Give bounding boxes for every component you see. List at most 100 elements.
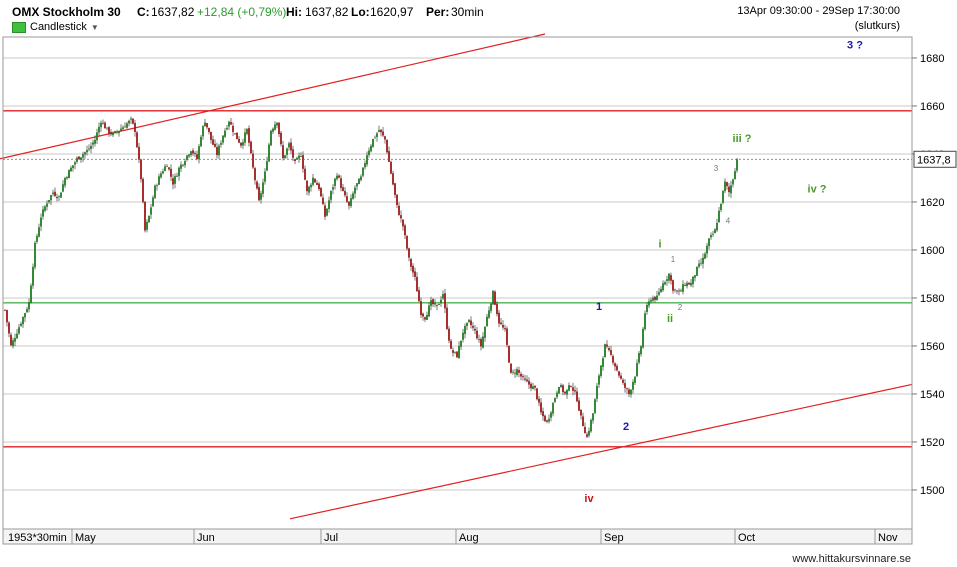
candle-body	[234, 133, 236, 135]
x-tick-label: Jul	[324, 532, 338, 544]
close-value: 1637,82	[151, 5, 195, 19]
candle-body	[680, 290, 682, 292]
candle-body	[282, 145, 284, 159]
wave-annotation: iv	[584, 493, 594, 505]
candle-body	[390, 161, 392, 174]
candle-body	[200, 136, 202, 147]
candle-body	[330, 190, 332, 200]
candle-body	[642, 328, 644, 348]
candle-body	[218, 145, 220, 156]
candle-body	[302, 155, 304, 169]
source-footer[interactable]: www.hittakursvinnare.se	[792, 553, 911, 565]
candle-body	[240, 142, 242, 146]
candle-body	[224, 130, 226, 137]
candle-body	[650, 300, 652, 302]
candle-body	[28, 302, 30, 310]
candle-body	[388, 151, 390, 162]
candle-body	[14, 338, 16, 342]
candle-body	[270, 130, 272, 146]
candle-body	[696, 266, 698, 276]
candle-body	[588, 430, 590, 436]
candle-body	[688, 282, 690, 285]
candle-body	[658, 292, 660, 295]
candle-body	[612, 356, 614, 363]
candle-body	[266, 161, 268, 171]
instrument-title: OMX Stockholm 30	[12, 5, 121, 19]
candle-body	[208, 127, 210, 133]
candle-body	[264, 171, 266, 182]
candle-body	[304, 168, 306, 180]
candle-body	[632, 381, 634, 390]
low-value: 1620,97	[370, 5, 414, 19]
candle-body	[324, 205, 326, 217]
candle-body	[296, 157, 298, 160]
high-label: Hi:	[286, 5, 302, 19]
candle-body	[716, 222, 718, 231]
candle-body	[568, 385, 570, 391]
candle-body	[82, 154, 84, 158]
legend-label: Candlestick	[30, 21, 87, 33]
date-range: 13Apr 09:30:00 - 29Sep 17:30:00	[737, 5, 900, 17]
candle-body	[312, 177, 314, 185]
candle-body	[672, 280, 674, 291]
candle-body	[118, 130, 120, 134]
wave-annotation: 1	[671, 255, 676, 264]
candle-body	[678, 290, 680, 292]
candle-body	[6, 310, 8, 323]
candle-body	[466, 322, 468, 327]
candle-body	[530, 383, 532, 389]
candle-body	[176, 175, 178, 177]
candle-body	[48, 200, 50, 203]
candle-body	[506, 328, 508, 345]
candle-body	[186, 155, 188, 160]
candle-body	[718, 210, 720, 223]
candle-body	[146, 221, 148, 230]
candle-body	[56, 196, 58, 199]
candle-body	[572, 387, 574, 391]
candle-body	[546, 420, 548, 422]
x-tick-label: Jun	[197, 532, 215, 544]
candle-body	[138, 146, 140, 160]
candle-body	[408, 248, 410, 258]
candle-body	[734, 171, 736, 180]
wave-annotation: iii ?	[733, 133, 752, 145]
candle-body	[356, 183, 358, 187]
candle-body	[418, 290, 420, 302]
candle-body	[24, 313, 26, 318]
candle-body	[422, 313, 424, 317]
candle-body	[504, 328, 506, 330]
candle-body	[662, 283, 664, 291]
wave-annotation: 1	[596, 301, 602, 313]
candle-body	[378, 130, 380, 132]
candle-body	[532, 386, 534, 390]
candle-body	[550, 412, 552, 418]
candle-body	[230, 122, 232, 125]
candle-body	[258, 187, 260, 201]
candle-body	[42, 209, 44, 217]
candle-body	[434, 303, 436, 305]
candle-body	[474, 328, 476, 331]
x-tick-label: May	[75, 532, 96, 544]
y-tick-label: 1620	[920, 197, 944, 209]
candle-body	[50, 195, 52, 201]
chevron-down-icon[interactable]: ▼	[90, 22, 99, 32]
candle-body	[104, 122, 106, 129]
candle-body	[132, 118, 134, 124]
legend[interactable]: Candlestick ▼	[12, 21, 99, 33]
candle-body	[616, 365, 618, 371]
candle-body	[284, 155, 286, 159]
candle-body	[332, 187, 334, 190]
low-label: Lo:	[351, 5, 370, 19]
candle-body	[178, 167, 180, 177]
candle-body	[362, 167, 364, 176]
trend-line	[289, 383, 913, 520]
candle-body	[12, 340, 14, 347]
y-tick-label: 1520	[920, 437, 944, 449]
candle-body	[404, 225, 406, 236]
candle-body	[692, 276, 694, 285]
candle-body	[500, 322, 502, 325]
candle-body	[446, 307, 448, 329]
candle-body	[542, 411, 544, 417]
candle-body	[702, 257, 704, 264]
